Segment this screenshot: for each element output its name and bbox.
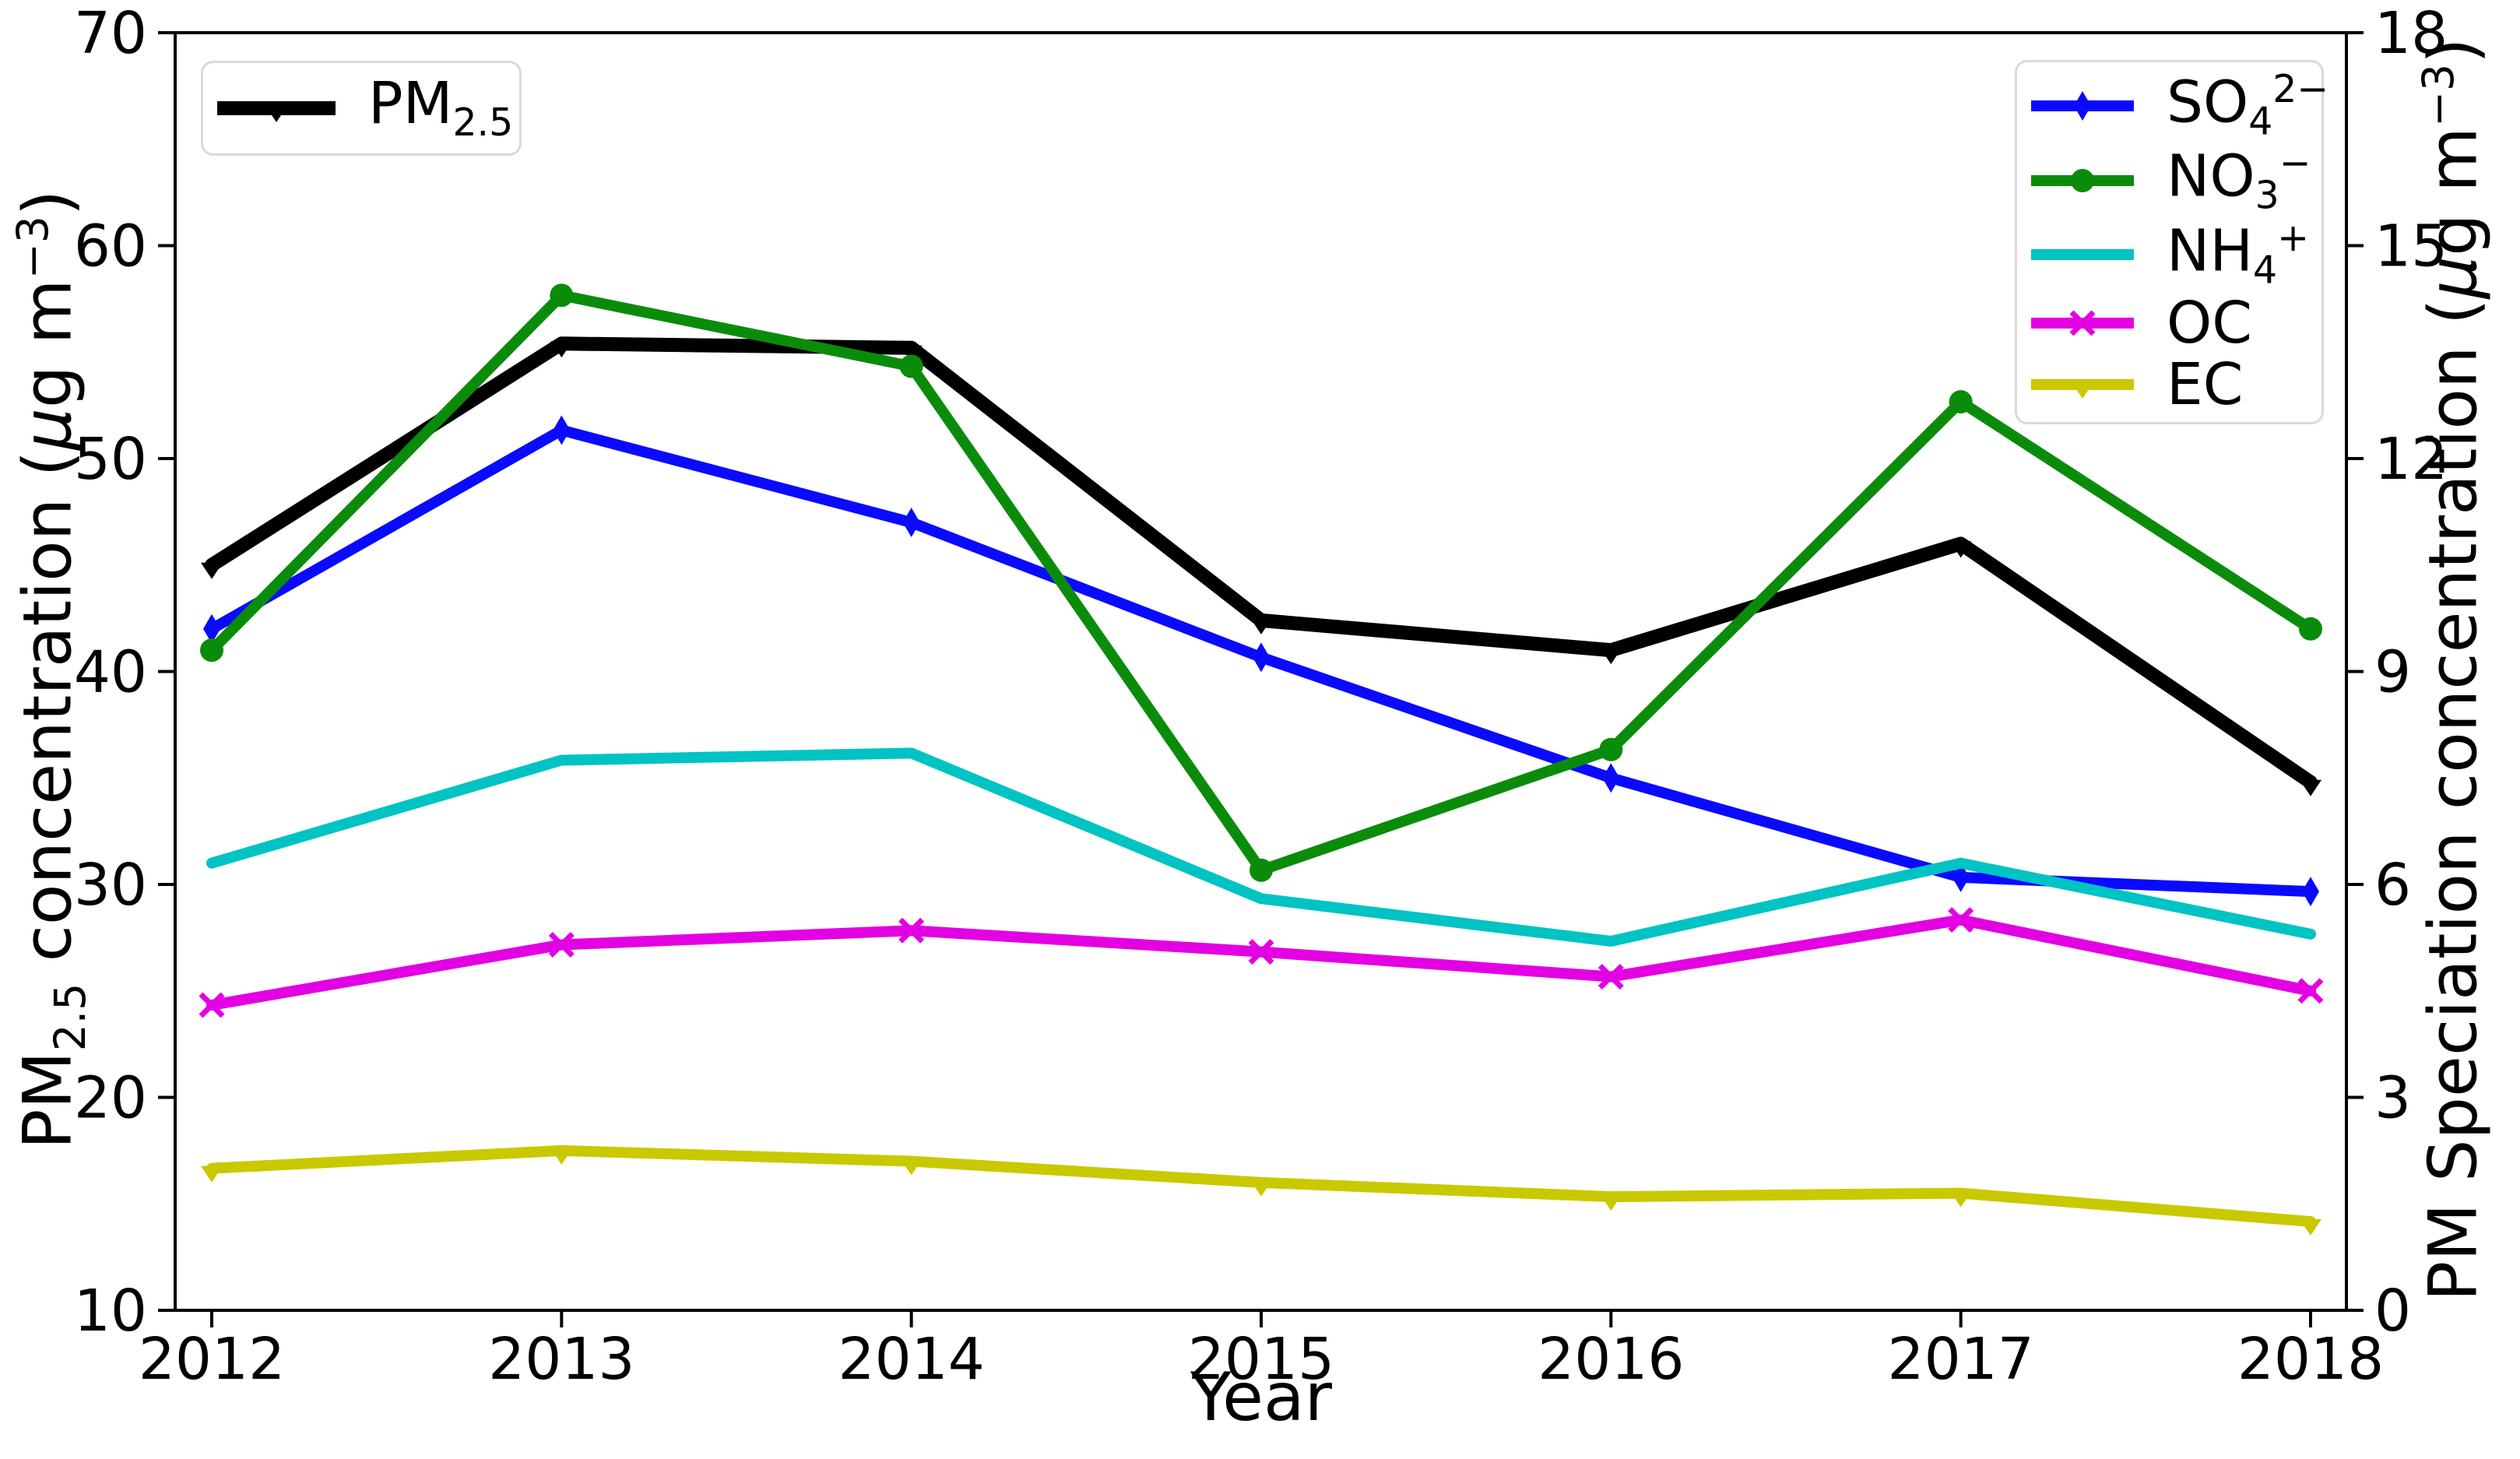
legend-item-pm25: PM2.5 — [214, 75, 513, 142]
diamond-marker-icon — [1602, 763, 1620, 793]
left-tick-label: 70 — [74, 0, 147, 67]
triangle-marker-icon — [265, 105, 287, 122]
x-marker-icon — [1248, 939, 1274, 965]
triangle-marker-icon — [1949, 1190, 1972, 1208]
x-marker-icon — [1948, 907, 1974, 933]
series-line-PM2.5 — [205, 336, 2318, 789]
circle-marker-icon — [2071, 168, 2094, 192]
triangle-marker-icon — [2300, 1219, 2321, 1236]
circle-marker-icon — [2299, 617, 2322, 641]
legend-item-nh4: NH4+ — [2028, 216, 2321, 293]
left-tick-label: 20 — [74, 1065, 147, 1132]
x-marker-icon — [2069, 310, 2096, 336]
right-axis-title: PM Speciation concentration (μg m−3) — [2413, 37, 2493, 1302]
legend-label-pm25: PM2.5 — [368, 69, 514, 145]
legend-species: SO42− NO3− NH4+ OC EC — [2015, 60, 2328, 424]
triangle-marker-icon — [201, 562, 223, 579]
x-tick-label: 2012 — [139, 1326, 285, 1393]
triangle-marker-icon — [201, 1165, 223, 1183]
triangle-marker-icon — [1600, 1194, 1622, 1211]
series-OC — [199, 907, 2324, 1018]
series-line-NH4 — [206, 747, 2316, 947]
right-tick-label: 15 — [2374, 213, 2448, 280]
left-axis-title: PM2.5 concentration (μg m−3) — [8, 189, 95, 1150]
series-PM2.5 — [201, 336, 2321, 796]
legend-label-nh4: NH4+ — [2167, 216, 2309, 293]
series-NH4 — [206, 747, 2316, 947]
series-NO3 — [200, 283, 2322, 882]
legend-item-oc: OC — [2028, 294, 2321, 352]
series-line-OC — [206, 914, 2316, 1011]
x-tick-label: 2013 — [488, 1326, 634, 1393]
legend-item-no3: NO3− — [2028, 145, 2321, 215]
oc-line-sample-icon — [2031, 310, 2134, 336]
right-tick-label: 0 — [2374, 1278, 2411, 1345]
right-tick-label: 6 — [2374, 852, 2411, 919]
diamond-marker-icon — [553, 415, 571, 445]
triangle-marker-icon — [1250, 1180, 1272, 1197]
x-marker-icon — [898, 917, 925, 944]
circle-marker-icon — [200, 638, 223, 663]
x-tick-label: 2015 — [1188, 1326, 1334, 1393]
triangle-marker-icon — [1600, 648, 1622, 665]
diamond-marker-icon — [1253, 642, 1270, 673]
legend-pm25: PM2.5 — [201, 61, 522, 156]
nh4-line-sample-icon — [2031, 249, 2134, 261]
diamond-marker-icon — [902, 508, 920, 538]
left-tick-label: 60 — [74, 213, 147, 280]
diamond-marker-icon — [2302, 877, 2319, 907]
x-tick-label: 2016 — [1538, 1326, 1684, 1393]
circle-marker-icon — [1949, 390, 1973, 414]
series-line-NO3 — [206, 290, 2316, 876]
triangle-marker-icon — [550, 1148, 573, 1165]
left-tick-label: 40 — [74, 639, 147, 706]
circle-marker-icon — [1249, 858, 1273, 882]
legend-label-ec: EC — [2167, 351, 2244, 419]
triangle-marker-icon — [900, 345, 923, 362]
no3-line-sample-icon — [2031, 168, 2134, 192]
right-tick-label: 3 — [2374, 1065, 2411, 1132]
so4-line-sample-icon — [2031, 90, 2134, 121]
triangle-marker-icon — [550, 341, 573, 358]
triangle-marker-icon — [900, 1158, 923, 1176]
x-tick-label: 2017 — [1888, 1326, 2034, 1393]
right-tick-label: 18 — [2374, 0, 2448, 67]
legend-label-so4: SO42− — [2167, 66, 2329, 144]
diamond-marker-icon — [1952, 862, 1970, 892]
right-tick-label: 9 — [2374, 639, 2411, 706]
legend-item-ec: EC — [2028, 356, 2321, 413]
triangle-marker-icon — [2300, 779, 2321, 796]
series-SO4 — [203, 415, 2319, 907]
legend-label-oc: OC — [2167, 289, 2252, 357]
left-tick-label: 30 — [74, 852, 147, 919]
legend-item-so4: SO42− — [2028, 70, 2328, 141]
ec-line-sample-icon — [2031, 379, 2134, 399]
x-marker-icon — [1597, 964, 1624, 990]
pm25-line-sample-icon — [217, 100, 336, 122]
left-tick-label: 10 — [74, 1278, 147, 1345]
x-marker-icon — [2297, 978, 2324, 1004]
triangle-marker-icon — [2072, 382, 2093, 399]
triangle-marker-icon — [1250, 617, 1272, 635]
diamond-marker-icon — [203, 613, 220, 644]
circle-marker-icon — [899, 354, 923, 378]
legend-label-no3: NO3− — [2167, 141, 2311, 218]
circle-marker-icon — [1599, 737, 1623, 761]
left-tick-label: 50 — [74, 426, 147, 493]
x-axis-title: Year — [1190, 1359, 1333, 1436]
x-tick-label: 2014 — [838, 1326, 985, 1393]
x-tick-label: 2018 — [2237, 1326, 2384, 1393]
x-marker-icon — [199, 992, 225, 1018]
right-tick-label: 12 — [2374, 426, 2448, 493]
triangle-marker-icon — [1949, 541, 1972, 558]
diamond-marker-icon — [2074, 90, 2091, 121]
circle-marker-icon — [550, 283, 574, 308]
series-EC — [201, 1144, 2321, 1236]
x-marker-icon — [548, 932, 575, 958]
